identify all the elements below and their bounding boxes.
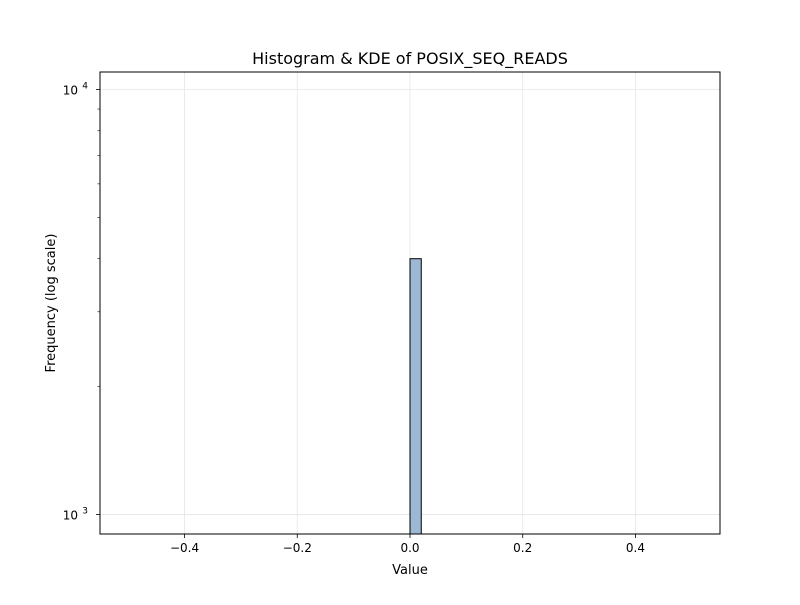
histogram-bar bbox=[409, 258, 422, 535]
x-tick-label: 0.4 bbox=[626, 541, 645, 555]
y-tick-label: 10 bbox=[63, 509, 78, 523]
y-tick-label: 10 bbox=[63, 84, 78, 98]
y-tick-exponent: 4 bbox=[82, 82, 88, 92]
x-tick-label: −0.4 bbox=[170, 541, 199, 555]
histogram-bars bbox=[409, 258, 422, 535]
y-tick-base: 10 bbox=[63, 509, 78, 523]
chart-title: Histogram & KDE of POSIX_SEQ_READS bbox=[252, 49, 568, 69]
x-tick-label: 0.0 bbox=[400, 541, 419, 555]
y-axis-label: Frequency (log scale) bbox=[44, 234, 59, 373]
y-axis-ticks: 10 3 10 4 bbox=[63, 82, 100, 523]
x-tick-label: −0.2 bbox=[283, 541, 312, 555]
x-axis-label: Value bbox=[392, 563, 428, 578]
x-axis-ticks: −0.4 −0.2 0.0 0.2 0.4 bbox=[170, 534, 645, 555]
y-tick-base: 10 bbox=[63, 84, 78, 98]
x-tick-label: 0.2 bbox=[513, 541, 532, 555]
y-tick-exponent: 3 bbox=[82, 507, 88, 517]
